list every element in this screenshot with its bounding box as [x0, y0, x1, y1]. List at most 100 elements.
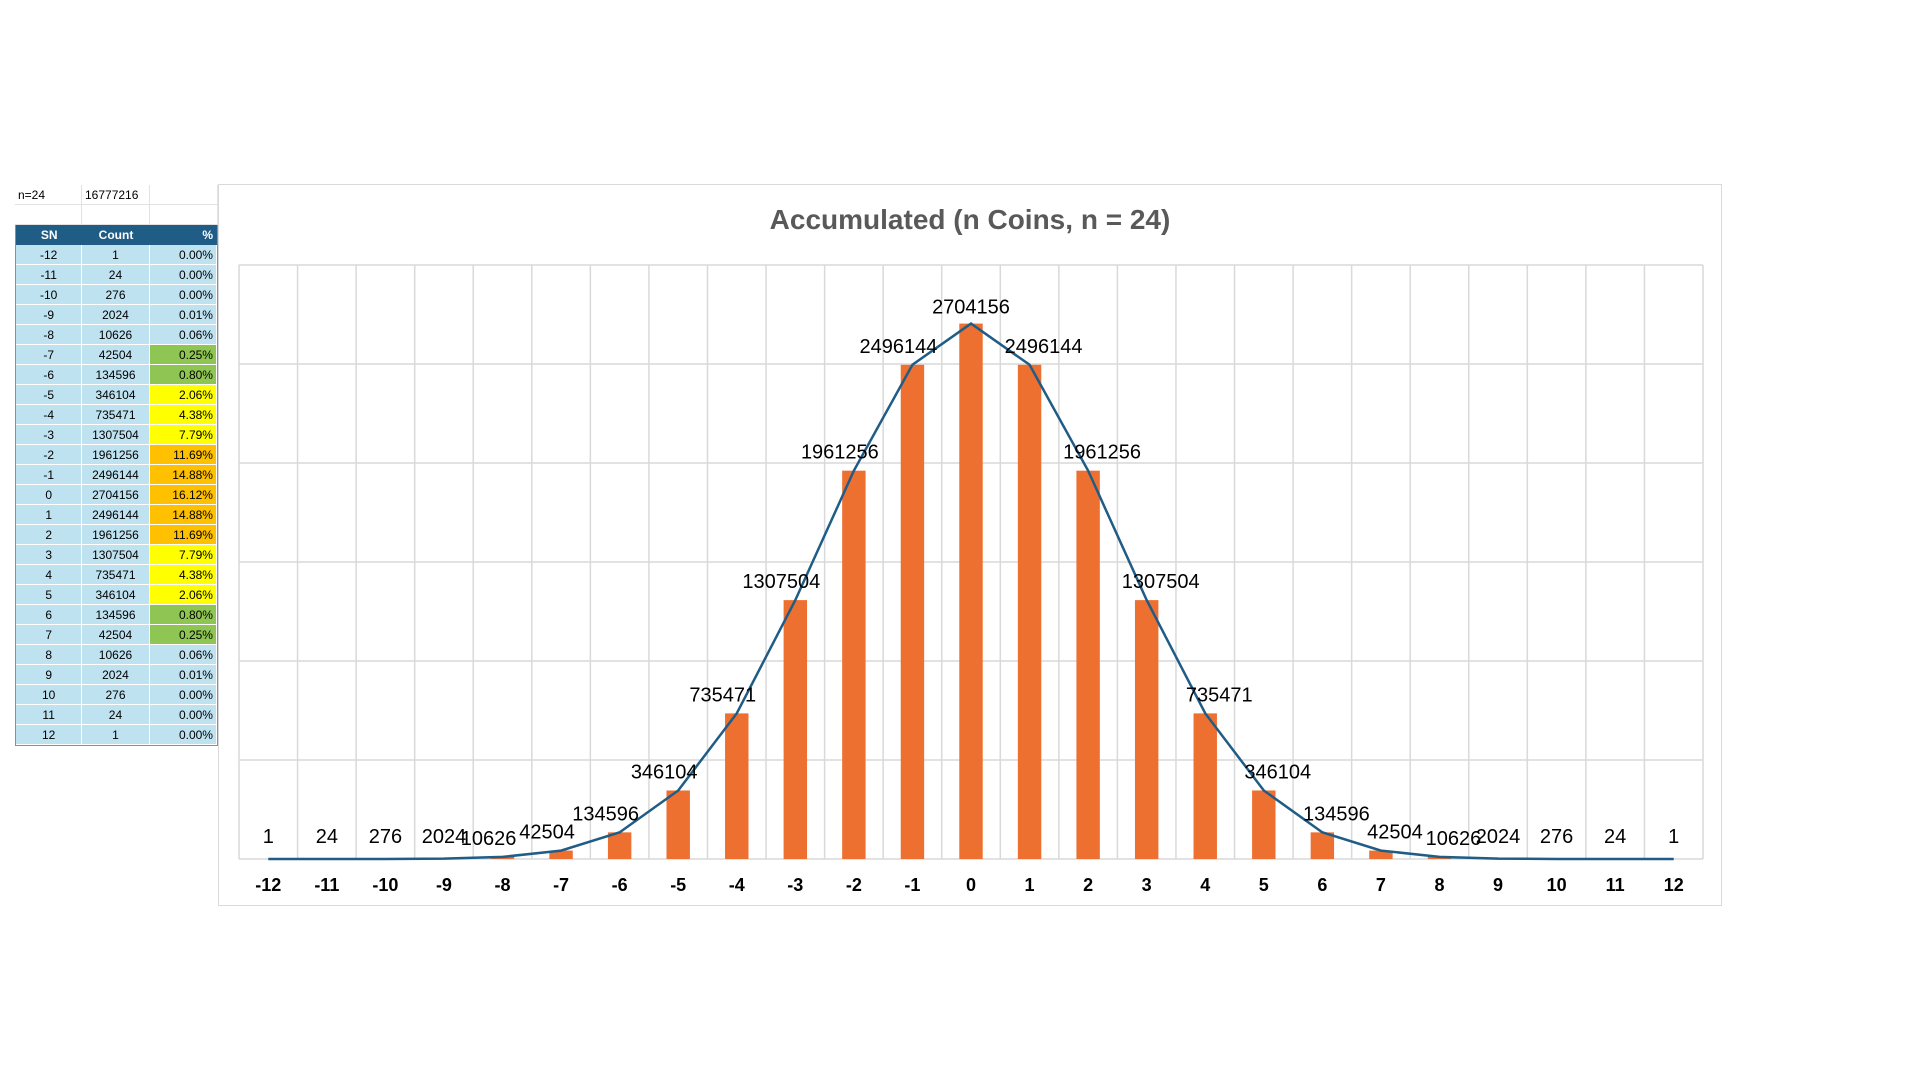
sn-cell[interactable]: 6 — [16, 605, 83, 625]
percent-cell[interactable]: 0.00% — [149, 725, 217, 745]
bar--6[interactable] — [607, 832, 632, 859]
percent-cell[interactable]: 0.00% — [149, 705, 217, 725]
count-cell[interactable]: 346104 — [82, 385, 150, 405]
count-cell[interactable]: 2496144 — [82, 505, 150, 525]
sn-cell[interactable]: 7 — [16, 625, 83, 645]
count-cell[interactable]: 134596 — [82, 605, 150, 625]
percent-cell[interactable]: 0.00% — [149, 265, 217, 285]
percent-cell[interactable]: 14.88% — [149, 465, 217, 485]
percent-column-header[interactable]: % — [202, 228, 213, 242]
count-cell[interactable]: 2024 — [82, 305, 150, 325]
sn-cell[interactable]: -7 — [16, 345, 83, 365]
line-series[interactable] — [268, 322, 1674, 861]
count-line[interactable] — [268, 322, 1674, 861]
count-cell[interactable]: 42504 — [82, 625, 150, 645]
count-cell[interactable]: 1 — [82, 245, 150, 265]
sn-cell[interactable]: 0 — [16, 485, 83, 505]
count-cell[interactable]: 1961256 — [82, 445, 150, 465]
count-cell[interactable]: 42504 — [82, 345, 150, 365]
sn-cell[interactable]: -1 — [16, 465, 83, 485]
sn-cell[interactable]: -8 — [16, 325, 83, 345]
sn-cell[interactable]: -9 — [16, 305, 83, 325]
bar--7[interactable] — [549, 850, 573, 859]
percent-cell[interactable]: 0.00% — [149, 245, 217, 265]
bar--1[interactable] — [900, 364, 925, 859]
percent-cell[interactable]: 2.06% — [149, 585, 217, 605]
count-cell[interactable]: 1 — [82, 725, 150, 745]
bar--4[interactable] — [725, 713, 749, 859]
percent-cell[interactable]: 7.79% — [149, 425, 217, 445]
percent-cell[interactable]: 0.01% — [149, 665, 217, 685]
percent-cell[interactable]: 4.38% — [149, 565, 217, 585]
percent-cell[interactable]: 16.12% — [149, 485, 217, 505]
percent-cell[interactable]: 11.69% — [149, 525, 217, 545]
count-cell[interactable]: 2704156 — [82, 485, 150, 505]
percent-cell[interactable]: 0.06% — [149, 645, 217, 665]
sn-cell[interactable]: -2 — [16, 445, 83, 465]
count-column-header[interactable]: Count — [98, 228, 134, 242]
count-cell[interactable]: 10626 — [82, 325, 150, 345]
empty-cell[interactable] — [15, 205, 82, 225]
bar-7[interactable] — [1369, 850, 1393, 859]
bar--5[interactable] — [666, 790, 690, 859]
count-cell[interactable]: 2024 — [82, 665, 150, 685]
count-cell[interactable]: 24 — [82, 705, 150, 725]
percent-cell[interactable]: 7.79% — [149, 545, 217, 565]
bar-3[interactable] — [1134, 600, 1159, 859]
bar-2[interactable] — [1076, 470, 1100, 859]
sn-cell[interactable]: 1 — [16, 505, 83, 525]
count-cell[interactable]: 2496144 — [82, 465, 150, 485]
total-cell[interactable]: 16777216 — [82, 185, 150, 205]
count-cell[interactable]: 735471 — [82, 405, 150, 425]
sn-cell[interactable]: 2 — [16, 525, 83, 545]
percent-cell[interactable]: 0.00% — [149, 685, 217, 705]
bar-6[interactable] — [1310, 832, 1335, 859]
sn-cell[interactable]: 9 — [16, 665, 83, 685]
count-cell[interactable]: 346104 — [82, 585, 150, 605]
bar--3[interactable] — [783, 600, 808, 859]
count-cell[interactable]: 1307504 — [82, 425, 150, 445]
sn-cell[interactable]: -5 — [16, 385, 83, 405]
sn-cell[interactable]: 4 — [16, 565, 83, 585]
percent-cell[interactable]: 0.01% — [149, 305, 217, 325]
sn-cell[interactable]: 3 — [16, 545, 83, 565]
sn-cell[interactable]: -10 — [16, 285, 83, 305]
percent-cell[interactable]: 0.25% — [149, 625, 217, 645]
count-cell[interactable]: 10626 — [82, 645, 150, 665]
percent-cell[interactable]: 14.88% — [149, 505, 217, 525]
empty-cell[interactable] — [150, 205, 218, 225]
count-cell[interactable]: 276 — [82, 285, 150, 305]
percent-cell[interactable]: 0.80% — [149, 365, 217, 385]
sn-cell[interactable]: -12 — [16, 245, 83, 265]
percent-cell[interactable]: 11.69% — [149, 445, 217, 465]
bar-4[interactable] — [1193, 713, 1217, 859]
percent-cell[interactable]: 0.80% — [149, 605, 217, 625]
count-cell[interactable]: 1961256 — [82, 525, 150, 545]
sn-cell[interactable]: -3 — [16, 425, 83, 445]
percent-cell[interactable]: 0.06% — [149, 325, 217, 345]
count-cell[interactable]: 276 — [82, 685, 150, 705]
bar-5[interactable] — [1252, 790, 1276, 859]
count-cell[interactable]: 735471 — [82, 565, 150, 585]
count-cell[interactable]: 1307504 — [82, 545, 150, 565]
sn-cell[interactable]: 8 — [16, 645, 83, 665]
sn-cell[interactable]: -6 — [16, 365, 83, 385]
percent-cell[interactable]: 0.25% — [149, 345, 217, 365]
sn-cell[interactable]: 11 — [16, 705, 83, 725]
sn-cell[interactable]: -11 — [16, 265, 83, 285]
bar-series[interactable] — [256, 323, 1686, 859]
bar-1[interactable] — [1017, 364, 1042, 859]
percent-cell[interactable]: 0.00% — [149, 285, 217, 305]
sn-column-header[interactable]: SN — [40, 228, 58, 242]
chart-title[interactable]: Accumulated (n Coins, n = 24) — [770, 204, 1171, 235]
empty-cell[interactable] — [150, 185, 218, 205]
percent-cell[interactable]: 4.38% — [149, 405, 217, 425]
n-label-cell[interactable]: n=24 — [15, 185, 82, 205]
sn-cell[interactable]: -4 — [16, 405, 83, 425]
bar-0[interactable] — [959, 323, 983, 859]
sn-cell[interactable]: 10 — [16, 685, 83, 705]
percent-cell[interactable]: 2.06% — [149, 385, 217, 405]
chart-area[interactable]: Accumulated (n Coins, n = 24) 1 24 276 2024… — [218, 184, 1722, 906]
sn-cell[interactable]: 5 — [16, 585, 83, 605]
bar--2[interactable] — [842, 470, 866, 859]
